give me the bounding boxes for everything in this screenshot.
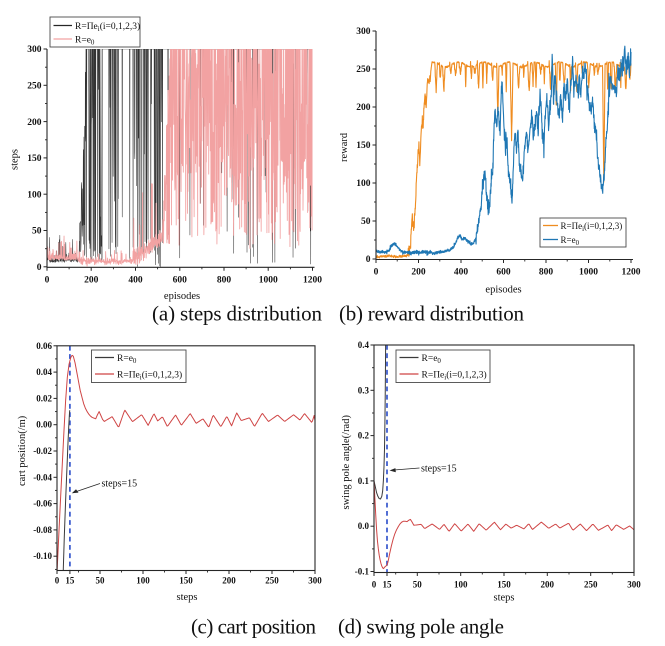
svg-text:150: 150 — [27, 154, 42, 164]
svg-text:(b) reward distribution: (b) reward distribution — [339, 302, 525, 326]
svg-text:15: 15 — [65, 576, 75, 586]
svg-text:0.2: 0.2 — [358, 431, 370, 441]
svg-text:250: 250 — [27, 82, 42, 92]
svg-text:300: 300 — [356, 27, 371, 37]
svg-text:-0.04: -0.04 — [33, 472, 52, 482]
svg-text:steps: steps — [494, 593, 515, 604]
svg-text:steps=15: steps=15 — [102, 479, 138, 490]
svg-text:200: 200 — [84, 275, 99, 285]
svg-text:steps=15: steps=15 — [421, 464, 457, 475]
svg-text:cart position(/m): cart position(/m) — [17, 415, 28, 486]
svg-text:0: 0 — [372, 579, 377, 589]
svg-text:episodes: episodes — [485, 285, 521, 296]
svg-text:R=e0: R=e0 — [75, 36, 95, 47]
svg-text:reward: reward — [339, 132, 350, 162]
svg-text:R=e0: R=e0 — [422, 354, 442, 365]
svg-text:R=Πei(i=0,1,2,3): R=Πei(i=0,1,2,3) — [422, 370, 487, 382]
svg-text:0.04: 0.04 — [36, 367, 52, 377]
svg-text:200: 200 — [541, 579, 555, 589]
svg-text:200: 200 — [27, 118, 42, 128]
svg-text:0.1: 0.1 — [358, 476, 370, 486]
svg-text:1200: 1200 — [622, 268, 641, 278]
svg-text:800: 800 — [539, 268, 554, 278]
svg-text:200: 200 — [356, 103, 371, 113]
svg-text:800: 800 — [217, 275, 232, 285]
svg-text:50: 50 — [96, 576, 106, 586]
svg-text:50: 50 — [32, 227, 42, 237]
svg-text:250: 250 — [584, 579, 598, 589]
svg-text:0: 0 — [366, 255, 371, 265]
svg-text:300: 300 — [308, 576, 322, 586]
svg-text:0: 0 — [55, 576, 60, 586]
svg-text:1000: 1000 — [259, 275, 278, 285]
svg-text:0: 0 — [45, 275, 50, 285]
svg-text:50: 50 — [361, 217, 371, 227]
svg-text:0.3: 0.3 — [358, 385, 370, 395]
svg-text:250: 250 — [356, 65, 371, 75]
svg-text:150: 150 — [497, 579, 511, 589]
svg-text:150: 150 — [356, 141, 371, 151]
svg-text:R=e0: R=e0 — [561, 235, 580, 247]
svg-text:steps: steps — [177, 592, 198, 603]
svg-text:(d) swing pole angle: (d) swing pole angle — [338, 615, 504, 639]
svg-text:100: 100 — [454, 579, 468, 589]
svg-text:400: 400 — [454, 268, 469, 278]
svg-text:-0.08: -0.08 — [33, 525, 52, 535]
svg-text:0: 0 — [37, 263, 42, 273]
svg-text:600: 600 — [496, 268, 511, 278]
svg-text:200: 200 — [222, 576, 236, 586]
svg-text:1200: 1200 — [303, 275, 322, 285]
svg-text:0.0: 0.0 — [358, 521, 370, 531]
svg-text:600: 600 — [173, 275, 188, 285]
svg-text:0.02: 0.02 — [36, 393, 52, 403]
svg-text:R=Πei(i=0,1,2,3): R=Πei(i=0,1,2,3) — [75, 21, 140, 33]
svg-text:0.4: 0.4 — [358, 340, 370, 350]
svg-text:1000: 1000 — [579, 268, 598, 278]
svg-text:100: 100 — [136, 576, 150, 586]
svg-text:250: 250 — [265, 576, 279, 586]
svg-text:steps: steps — [10, 149, 21, 170]
svg-text:0.00: 0.00 — [36, 420, 52, 430]
svg-text:-0.1: -0.1 — [355, 567, 370, 577]
svg-text:400: 400 — [128, 275, 143, 285]
svg-text:0: 0 — [374, 268, 379, 278]
svg-text:R=Πei(i=0,1,2,3): R=Πei(i=0,1,2,3) — [561, 221, 623, 233]
svg-text:(c) cart position: (c) cart position — [191, 615, 317, 639]
svg-text:100: 100 — [356, 179, 371, 189]
svg-text:300: 300 — [27, 45, 42, 55]
svg-text:50: 50 — [413, 579, 423, 589]
svg-text:(a) steps distribution: (a) steps distribution — [152, 302, 323, 326]
svg-text:300: 300 — [627, 579, 641, 589]
svg-text:R=e0: R=e0 — [117, 354, 137, 365]
svg-text:100: 100 — [27, 190, 42, 200]
svg-text:swing pole angle(/rad): swing pole angle(/rad) — [341, 415, 352, 510]
svg-text:15: 15 — [383, 579, 393, 589]
svg-text:-0.10: -0.10 — [33, 551, 52, 561]
svg-text:-0.06: -0.06 — [33, 499, 52, 509]
svg-text:0.06: 0.06 — [36, 341, 52, 351]
svg-text:R=Πei(i=0,1,2,3): R=Πei(i=0,1,2,3) — [117, 370, 182, 382]
svg-text:episodes: episodes — [164, 291, 200, 302]
svg-text:200: 200 — [411, 268, 426, 278]
svg-text:-0.02: -0.02 — [33, 446, 52, 456]
svg-text:150: 150 — [179, 576, 193, 586]
